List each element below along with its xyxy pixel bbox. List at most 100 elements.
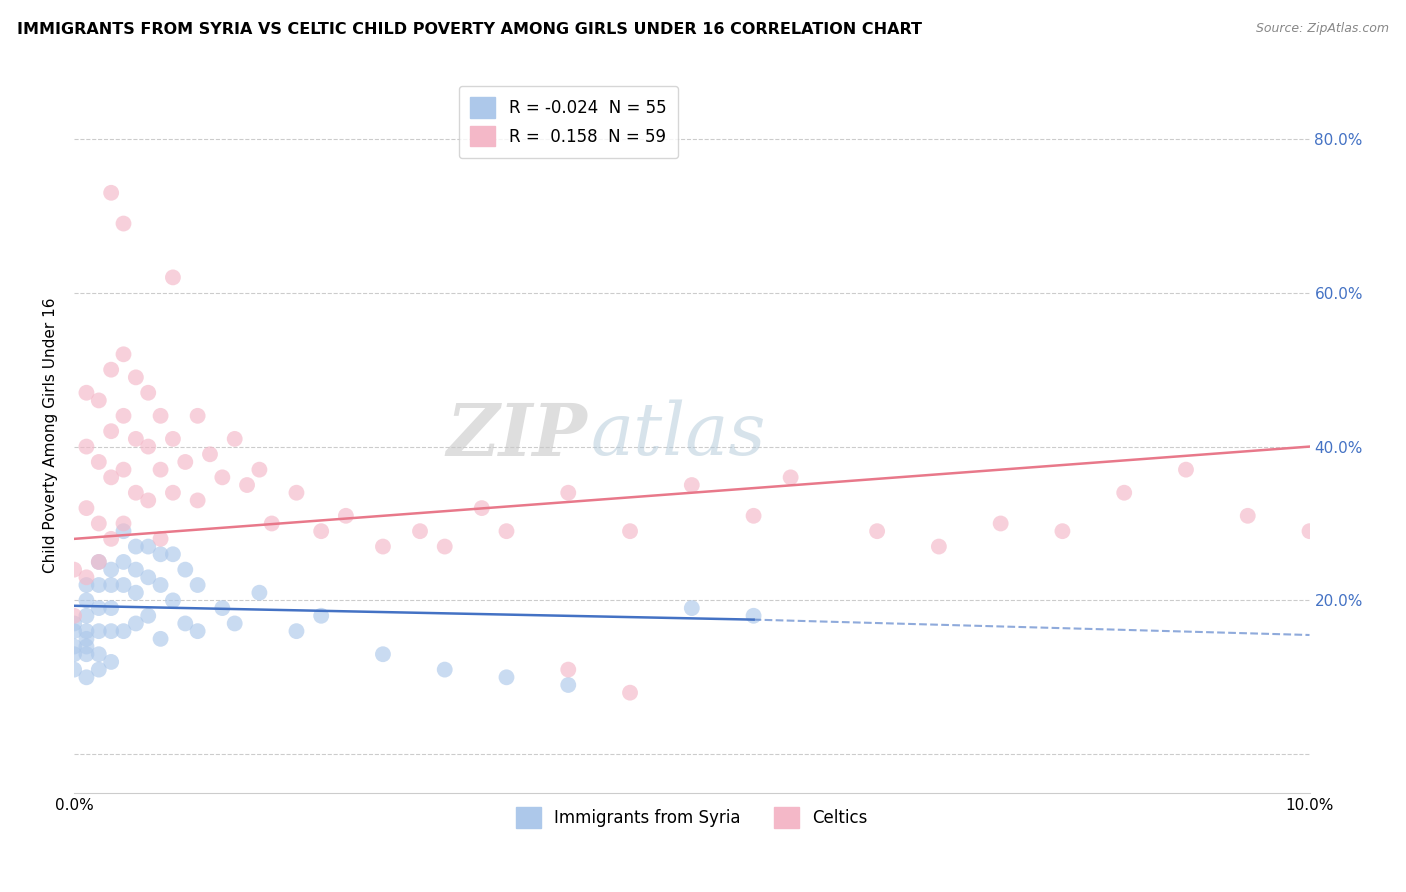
Point: [63, 647, 86, 661]
Point: [1298, 524, 1320, 538]
Point: [557, 678, 579, 692]
Point: [75, 632, 97, 646]
Point: [162, 270, 184, 285]
Point: [100, 601, 122, 615]
Point: [63, 616, 86, 631]
Point: [75, 640, 97, 654]
Point: [112, 516, 135, 531]
Point: [75, 670, 97, 684]
Point: [495, 670, 517, 684]
Point: [112, 409, 135, 423]
Point: [557, 663, 579, 677]
Point: [335, 508, 357, 523]
Point: [162, 593, 184, 607]
Point: [211, 601, 233, 615]
Text: IMMIGRANTS FROM SYRIA VS CELTIC CHILD POVERTY AMONG GIRLS UNDER 16 CORRELATION C: IMMIGRANTS FROM SYRIA VS CELTIC CHILD PO…: [17, 22, 922, 37]
Point: [149, 632, 172, 646]
Point: [236, 478, 259, 492]
Point: [1114, 485, 1136, 500]
Point: [866, 524, 889, 538]
Point: [309, 524, 332, 538]
Point: [75, 385, 97, 400]
Point: [149, 578, 172, 592]
Point: [100, 655, 122, 669]
Point: [125, 432, 148, 446]
Point: [371, 540, 394, 554]
Point: [619, 686, 641, 700]
Point: [87, 455, 110, 469]
Point: [75, 624, 97, 639]
Point: [285, 624, 308, 639]
Point: [136, 570, 159, 584]
Point: [112, 347, 135, 361]
Point: [224, 432, 246, 446]
Point: [100, 563, 122, 577]
Point: [87, 555, 110, 569]
Point: [742, 508, 765, 523]
Text: atlas: atlas: [591, 400, 766, 470]
Point: [285, 485, 308, 500]
Point: [928, 540, 950, 554]
Point: [125, 563, 148, 577]
Point: [309, 608, 332, 623]
Point: [409, 524, 432, 538]
Point: [112, 555, 135, 569]
Point: [681, 478, 703, 492]
Point: [63, 608, 86, 623]
Point: [87, 516, 110, 531]
Point: [112, 624, 135, 639]
Point: [247, 463, 270, 477]
Point: [100, 624, 122, 639]
Point: [187, 624, 209, 639]
Point: [75, 570, 97, 584]
Point: [100, 532, 122, 546]
Point: [75, 440, 97, 454]
Point: [100, 470, 122, 484]
Point: [187, 578, 209, 592]
Point: [125, 616, 148, 631]
Point: [87, 601, 110, 615]
Point: [371, 647, 394, 661]
Point: [433, 540, 456, 554]
Point: [174, 563, 197, 577]
Point: [63, 624, 86, 639]
Point: [187, 493, 209, 508]
Point: [990, 516, 1012, 531]
Point: [112, 524, 135, 538]
Point: [75, 578, 97, 592]
Point: [136, 608, 159, 623]
Point: [87, 393, 110, 408]
Point: [100, 186, 122, 200]
Point: [63, 563, 86, 577]
Point: [681, 601, 703, 615]
Point: [112, 463, 135, 477]
Point: [174, 455, 197, 469]
Point: [149, 532, 172, 546]
Point: [1236, 508, 1258, 523]
Point: [136, 385, 159, 400]
Point: [1052, 524, 1074, 538]
Point: [87, 647, 110, 661]
Point: [87, 555, 110, 569]
Point: [75, 593, 97, 607]
Point: [149, 547, 172, 561]
Point: [149, 463, 172, 477]
Point: [87, 578, 110, 592]
Point: [75, 608, 97, 623]
Point: [174, 616, 197, 631]
Point: [63, 663, 86, 677]
Point: [136, 440, 159, 454]
Point: [247, 585, 270, 599]
Legend: Immigrants from Syria, Celtics: Immigrants from Syria, Celtics: [509, 801, 875, 834]
Point: [100, 578, 122, 592]
Point: [75, 647, 97, 661]
Point: [125, 370, 148, 384]
Point: [63, 640, 86, 654]
Point: [100, 424, 122, 438]
Point: [112, 578, 135, 592]
Point: [198, 447, 221, 461]
Point: [125, 585, 148, 599]
Point: [162, 547, 184, 561]
Point: [224, 616, 246, 631]
Point: [136, 540, 159, 554]
